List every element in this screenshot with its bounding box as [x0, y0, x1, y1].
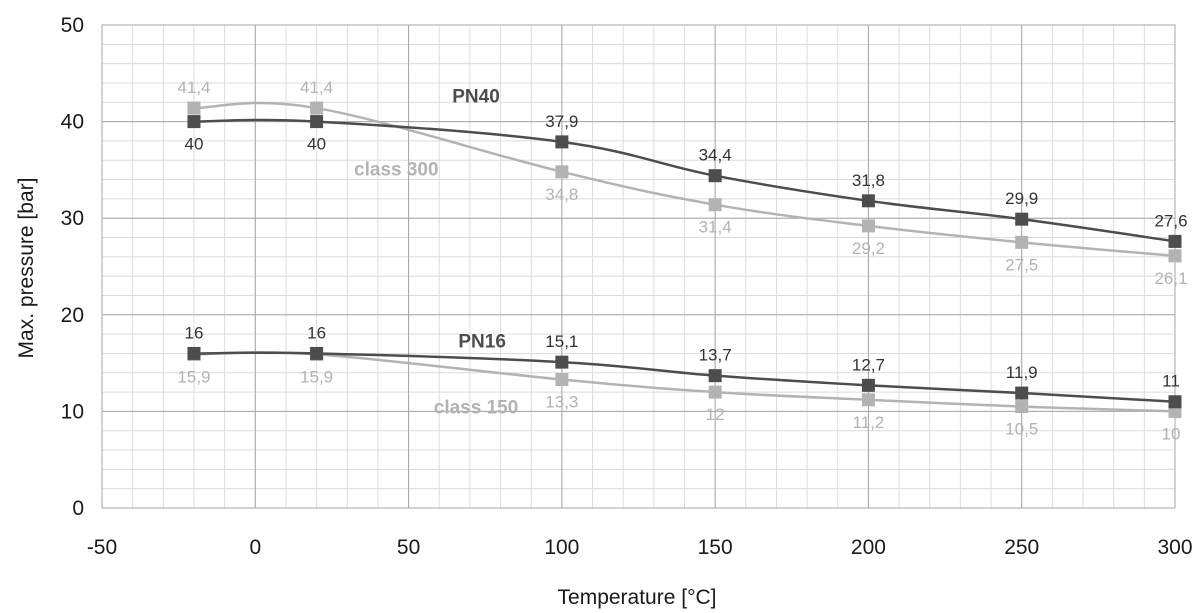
data-point-pn16 — [861, 378, 875, 392]
data-label-class-150: 11,2 — [853, 413, 885, 432]
data-label-pn40: 40 — [307, 135, 326, 154]
data-label-class-300: 27,5 — [1005, 255, 1038, 274]
y-tick-label: 10 — [61, 400, 84, 423]
data-point-pn16 — [708, 369, 722, 383]
data-point-pn16 — [187, 346, 201, 360]
y-tick-label: 40 — [61, 111, 84, 134]
data-label-pn40: 34,4 — [699, 146, 732, 165]
x-tick-label: 0 — [249, 536, 261, 559]
data-point-class-150 — [555, 373, 569, 387]
series-name-label: PN40 — [452, 86, 500, 107]
series-layer: 41,4 41,4 34,8 31,4 29,2 27,5 26,1 15,9 15,9 13,3… — [177, 78, 1187, 443]
data-label-class-300: 26,1 — [1154, 269, 1187, 288]
data-label-class-300: 41,4 — [300, 78, 333, 97]
data-label-class-150: 13,3 — [545, 393, 578, 412]
plot-frame — [101, 24, 1176, 509]
data-point-pn40 — [1015, 212, 1029, 226]
series-pn16: 16 16 15,1 13,7 12,7 11,9 11 — [185, 323, 1182, 409]
y-tick-label: 30 — [61, 207, 84, 230]
data-label-class-300: 41,4 — [177, 78, 210, 97]
data-label-class-150: 10,5 — [1005, 420, 1038, 439]
data-label-pn16: 11,9 — [1006, 363, 1038, 382]
data-point-class-300 — [555, 165, 569, 179]
data-point-pn40 — [1168, 234, 1182, 248]
data-point-pn16 — [555, 355, 569, 369]
data-label-class-300: 34,8 — [545, 185, 578, 204]
data-point-class-150 — [1015, 400, 1029, 414]
data-label-pn40: 31,8 — [852, 171, 885, 190]
data-point-pn40 — [555, 135, 569, 149]
y-axis-title: Max. pressure [bar] — [15, 178, 38, 359]
data-label-pn16: 11 — [1162, 372, 1180, 391]
data-point-pn40 — [187, 115, 201, 129]
data-point-pn16 — [1168, 395, 1182, 409]
series-name-label: class 300 — [354, 160, 439, 181]
data-label-pn16: 16 — [307, 323, 326, 342]
data-point-pn40 — [861, 194, 875, 208]
data-label-class-150: 15,9 — [300, 367, 333, 386]
data-label-pn40: 37,9 — [545, 112, 578, 131]
plot-border — [101, 24, 1176, 509]
data-point-pn40 — [310, 115, 324, 129]
y-axis-ticks: 0 10 20 30 40 50 — [61, 14, 84, 520]
data-label-class-300: 31,4 — [699, 218, 732, 237]
x-tick-label: 300 — [1157, 536, 1192, 559]
data-point-pn40 — [708, 169, 722, 183]
data-point-class-300 — [187, 101, 201, 115]
data-label-class-150: 15,9 — [177, 367, 210, 386]
data-label-pn40: 40 — [185, 135, 204, 154]
data-point-class-150 — [861, 393, 875, 407]
data-label-pn16: 13,7 — [699, 346, 732, 365]
series-class-300: 41,4 41,4 34,8 31,4 29,2 27,5 26,1 — [177, 78, 1187, 288]
x-tick-label: 250 — [1004, 536, 1039, 559]
data-label-class-300: 29,2 — [852, 239, 885, 258]
x-tick-label: 200 — [851, 536, 886, 559]
series-pn40: 40 40 37,9 34,4 31,8 29,9 27,6 — [185, 112, 1188, 248]
data-label-class-150: 12 — [706, 405, 725, 424]
data-label-class-150: 10 — [1162, 424, 1181, 443]
data-label-pn40: 27,6 — [1154, 211, 1187, 230]
series-name-label: class 150 — [434, 397, 519, 418]
x-axis-ticks: -50 0 50 100 150 200 250 300 — [87, 536, 1193, 559]
series-name-label: PN16 — [458, 332, 506, 353]
data-point-pn16 — [1015, 386, 1029, 400]
data-label-pn16: 15,1 — [545, 332, 578, 351]
data-point-class-300 — [708, 198, 722, 212]
data-point-class-150 — [708, 385, 722, 399]
x-tick-label: 150 — [698, 536, 733, 559]
data-point-class-300 — [1015, 235, 1029, 249]
y-tick-label: 20 — [61, 304, 84, 327]
y-tick-label: 0 — [72, 497, 84, 520]
x-tick-label: 100 — [544, 536, 579, 559]
data-point-class-300 — [861, 219, 875, 233]
y-tick-label: 50 — [61, 14, 84, 37]
data-label-pn16: 12,7 — [852, 355, 885, 374]
x-axis-title: Temperature [°C] — [558, 586, 717, 609]
x-tick-label: -50 — [87, 536, 117, 559]
data-point-class-300 — [1168, 249, 1182, 263]
data-label-pn40: 29,9 — [1005, 189, 1038, 208]
data-label-pn16: 16 — [185, 323, 204, 342]
x-tick-label: 50 — [397, 536, 420, 559]
data-point-class-300 — [310, 101, 324, 115]
data-point-pn16 — [310, 346, 324, 360]
